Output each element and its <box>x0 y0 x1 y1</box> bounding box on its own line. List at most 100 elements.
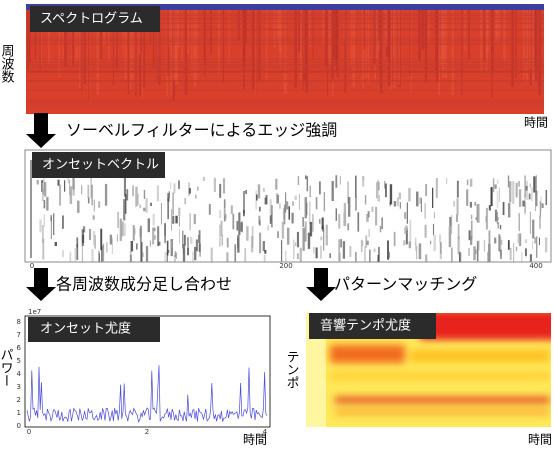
onset-streak <box>182 231 183 249</box>
onset-streak <box>316 248 318 259</box>
spectrogram-stripe <box>26 66 544 67</box>
onset-streak <box>62 216 64 229</box>
onset-streak <box>316 197 318 209</box>
onset-streak <box>399 192 401 199</box>
onset-streak <box>238 212 240 235</box>
onset-streak <box>530 184 532 188</box>
onset-streak <box>446 178 447 184</box>
onset-streak <box>184 198 186 204</box>
onset-streak <box>246 226 248 241</box>
onset-streak <box>243 210 245 216</box>
onset-streak <box>518 233 520 243</box>
onset-streak <box>305 226 306 241</box>
spectrogram-stripe <box>26 68 544 69</box>
onset-streak <box>214 178 216 192</box>
onset-streak <box>525 239 527 243</box>
onset-streak <box>470 236 472 245</box>
onset-streak <box>415 241 417 246</box>
tempo-likelihood-label: 音響テンポ尤度 <box>320 318 411 334</box>
onset-streak <box>508 240 510 250</box>
onset-streak <box>379 195 380 202</box>
onset-streak <box>500 225 501 229</box>
y-tick-label: 8 <box>17 318 21 326</box>
onset-streak <box>326 225 328 246</box>
onset-streak <box>364 246 365 265</box>
onset-vector-label: オンセットベクトル <box>42 158 159 173</box>
spectrogram-stripe <box>26 102 544 103</box>
onset-streak <box>436 178 438 198</box>
onset-streak <box>539 216 540 229</box>
onset-streak <box>120 219 122 241</box>
spectrogram-stripe <box>26 100 544 101</box>
onset-streak <box>347 223 349 230</box>
onset-streak <box>432 188 433 208</box>
onset-streak <box>516 183 518 198</box>
onset-streak <box>219 210 221 218</box>
x-tick-label: 0 <box>27 428 31 436</box>
onset-streak <box>288 206 290 219</box>
onset-streak <box>508 203 510 217</box>
onset-streak <box>518 181 519 187</box>
onset-streak <box>305 175 307 179</box>
onset-streak <box>179 229 180 244</box>
onset-streak <box>126 189 128 200</box>
onset-streak <box>236 221 238 231</box>
onset-streak <box>367 241 369 245</box>
spectrogram-stripe <box>26 71 544 72</box>
onset-streak <box>349 246 351 257</box>
onset-streak <box>281 240 282 262</box>
onset-streak <box>495 210 497 222</box>
onset-streak <box>307 176 309 191</box>
onset-streak <box>106 242 108 252</box>
spectrogram-stripe <box>398 10 400 84</box>
onset-streak <box>170 182 171 189</box>
spectrogram-stripe <box>313 10 314 59</box>
onset-streak <box>510 248 512 260</box>
onset-likelihood-x-label: 時間 <box>243 433 267 447</box>
onset-streak <box>226 252 228 265</box>
onset-streak <box>369 249 370 268</box>
onset-streak <box>524 175 526 197</box>
onset-streak <box>532 241 533 249</box>
onset-streak <box>433 224 434 235</box>
onset-streak <box>329 253 331 258</box>
onset-streak <box>453 201 455 207</box>
spectrogram-stripe <box>352 10 355 87</box>
spectrogram-stripe <box>418 10 421 62</box>
onset-streak <box>103 244 104 262</box>
onset-streak <box>357 212 359 231</box>
onset-streak <box>194 247 196 260</box>
step-label: ソーベルフィルターによるエッジ強調 <box>66 121 337 140</box>
y-tick-label: 6 <box>17 344 22 352</box>
onset-streak <box>302 228 304 251</box>
onset-streak <box>136 243 137 249</box>
onset-streak <box>397 197 399 206</box>
onset-streak <box>405 225 407 230</box>
onset-streak <box>130 255 132 268</box>
onset-streak <box>335 175 337 188</box>
onset-streak <box>518 213 519 231</box>
onset-streak <box>336 208 337 220</box>
onset-streak <box>153 214 155 226</box>
onset-streak <box>332 181 334 201</box>
onset-streak <box>263 241 265 251</box>
spectrogram-stripe <box>303 10 304 90</box>
onset-streak <box>172 193 174 216</box>
onset-streak <box>77 201 79 213</box>
onset-streak <box>93 231 95 245</box>
onset-streak <box>150 203 152 206</box>
onset-streak <box>227 238 229 248</box>
onset-streak <box>286 201 288 209</box>
onset-streak <box>471 215 472 219</box>
onset-streak <box>263 188 265 192</box>
onset-streak <box>243 191 245 213</box>
onset-streak <box>69 180 70 196</box>
onset-streak <box>211 248 213 267</box>
onset-streak <box>292 201 294 206</box>
spectrogram-stripe <box>26 40 544 41</box>
onset-streak <box>199 230 201 252</box>
onset-streak <box>117 212 118 228</box>
onset-streak <box>300 248 302 262</box>
onset-streak <box>174 183 176 193</box>
onset-streak <box>101 245 103 266</box>
